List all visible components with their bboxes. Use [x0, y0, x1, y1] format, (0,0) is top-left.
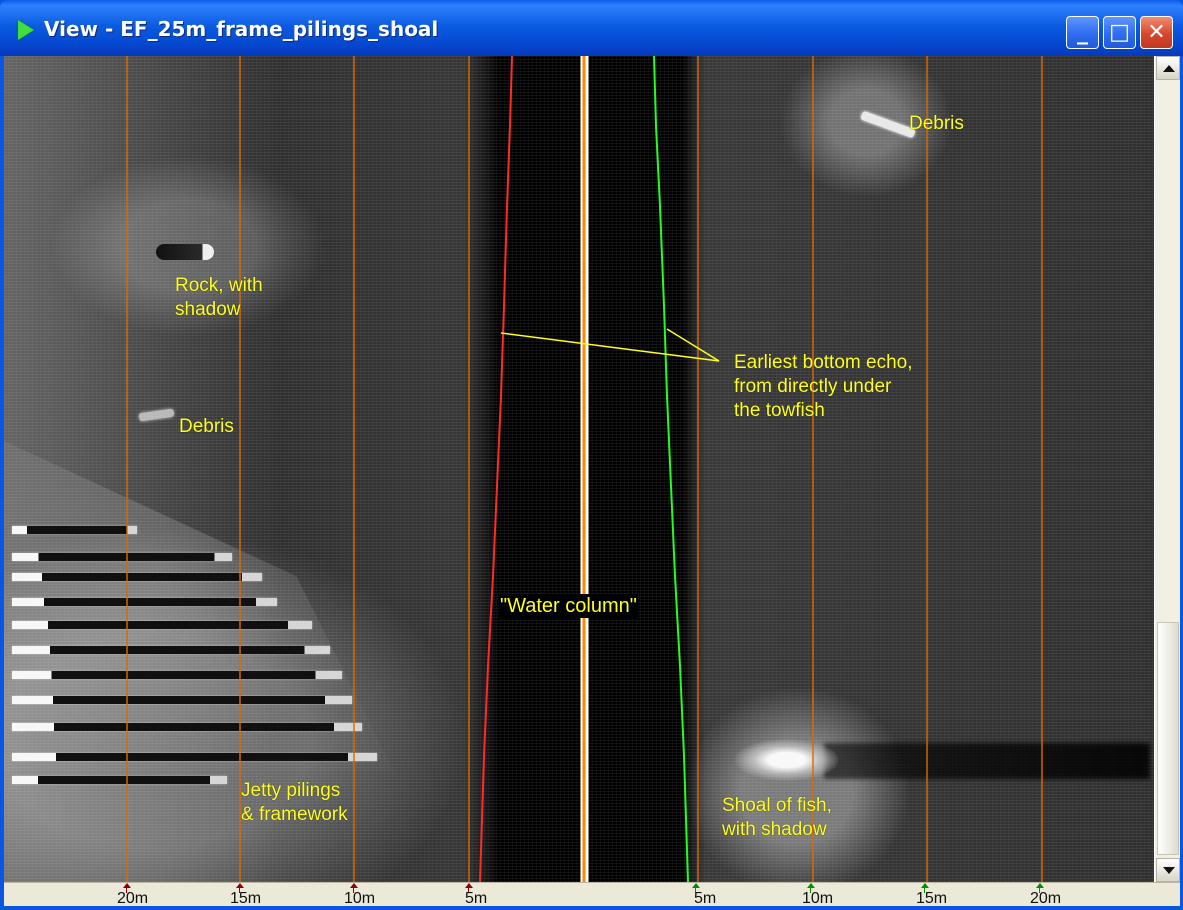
- right-range-tick: [692, 883, 700, 893]
- jetty-piling: [12, 553, 232, 561]
- title-bar[interactable]: View - EF_25m_frame_pilings_shoal _ □ ✕: [0, 0, 1183, 56]
- earliest-echo-pointer-left: [500, 332, 720, 362]
- earliest-echo-label: Earliest bottom echo, from directly unde…: [734, 352, 913, 421]
- right-bottom-echo-line: [653, 56, 689, 882]
- scroll-thumb[interactable]: [1157, 622, 1179, 855]
- left-bottom-echo-line: [479, 56, 513, 882]
- earliest-echo-pointer-right: [666, 328, 720, 362]
- debris-top-label: Debris: [909, 113, 964, 134]
- arrow-down-icon: [1163, 867, 1175, 874]
- rock-target: [156, 244, 214, 260]
- left-range-label: 10m: [344, 890, 376, 906]
- right-range-label: 5m: [694, 890, 717, 906]
- jetty-label: Jetty pilings & framework: [241, 780, 348, 825]
- jetty-piling: [12, 723, 362, 731]
- fish-label: Shoal of fish, with shadow: [722, 795, 832, 840]
- jetty-piling: [12, 573, 262, 581]
- minimize-button[interactable]: _: [1066, 16, 1099, 49]
- sonar-image[interactable]: Debris Rock, with shadow Debris Earliest…: [4, 56, 1154, 882]
- left-range-label: 15m: [230, 890, 262, 906]
- right-range-label: 20m: [1030, 890, 1062, 906]
- view-content: Debris Rock, with shadow Debris Earliest…: [4, 56, 1180, 906]
- green-play-icon: [18, 20, 34, 40]
- jetty-piling: [12, 776, 227, 784]
- right-range-label: 15m: [916, 890, 948, 906]
- left-range-tick: [236, 883, 244, 893]
- right-range-tick: [921, 883, 929, 893]
- maximize-button[interactable]: □: [1103, 16, 1136, 49]
- debris-target: [860, 110, 916, 139]
- debris-left-label: Debris: [179, 416, 234, 437]
- shoal-of-fish: [734, 739, 839, 781]
- jetty-piling: [12, 646, 330, 654]
- water-column-label: "Water column": [499, 594, 638, 618]
- jetty-piling: [12, 696, 352, 704]
- window-controls: _ □ ✕: [1066, 16, 1173, 49]
- vertical-scrollbar[interactable]: [1154, 56, 1180, 882]
- jetty-piling: [12, 671, 342, 679]
- fish-shadow: [824, 743, 1150, 779]
- jetty-piling: [12, 526, 137, 534]
- rock-label: Rock, with shadow: [175, 275, 263, 320]
- minimize-icon: _: [1077, 20, 1088, 45]
- left-range-tick: [350, 883, 358, 893]
- right-range-tick: [1036, 883, 1044, 893]
- jetty-piling: [12, 621, 312, 629]
- window-title: View - EF_25m_frame_pilings_shoal: [44, 17, 439, 41]
- right-range-tick: [807, 883, 815, 893]
- left-range-label: 5m: [465, 890, 488, 906]
- close-icon: ✕: [1147, 20, 1166, 45]
- maximize-icon: □: [1109, 20, 1130, 45]
- scroll-up-button[interactable]: [1156, 56, 1180, 80]
- jetty-piling: [12, 753, 377, 761]
- scroll-down-button[interactable]: [1156, 858, 1180, 882]
- close-button[interactable]: ✕: [1140, 16, 1173, 49]
- jetty-pilings-area: [4, 441, 394, 771]
- arrow-up-icon: [1163, 65, 1175, 72]
- right-range-label: 10m: [802, 890, 834, 906]
- left-range-tick: [465, 883, 473, 893]
- jetty-piling: [12, 598, 277, 606]
- left-range-tick: [123, 883, 131, 893]
- range-scale-bar: 20m 15m 10m 5m 5m 10m 15m 20m: [4, 882, 1180, 906]
- left-range-label: 20m: [117, 890, 149, 906]
- debris-target: [138, 408, 175, 422]
